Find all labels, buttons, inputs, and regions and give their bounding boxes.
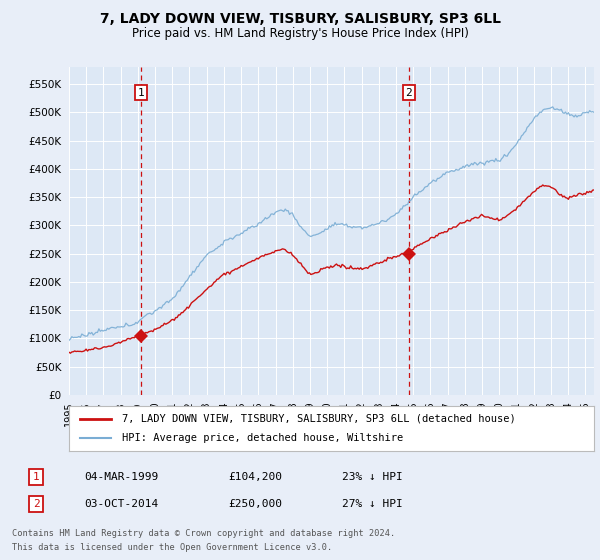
Text: 27% ↓ HPI: 27% ↓ HPI [342,499,403,509]
Text: HPI: Average price, detached house, Wiltshire: HPI: Average price, detached house, Wilt… [121,433,403,444]
Text: This data is licensed under the Open Government Licence v3.0.: This data is licensed under the Open Gov… [12,543,332,552]
Text: 2: 2 [32,499,40,509]
Text: Price paid vs. HM Land Registry's House Price Index (HPI): Price paid vs. HM Land Registry's House … [131,27,469,40]
Text: 2: 2 [406,87,412,97]
Text: 1: 1 [137,87,144,97]
Text: 03-OCT-2014: 03-OCT-2014 [84,499,158,509]
Text: 1: 1 [32,472,40,482]
Text: 23% ↓ HPI: 23% ↓ HPI [342,472,403,482]
Text: 04-MAR-1999: 04-MAR-1999 [84,472,158,482]
Text: Contains HM Land Registry data © Crown copyright and database right 2024.: Contains HM Land Registry data © Crown c… [12,529,395,538]
Text: £104,200: £104,200 [228,472,282,482]
Text: £250,000: £250,000 [228,499,282,509]
Text: 7, LADY DOWN VIEW, TISBURY, SALISBURY, SP3 6LL: 7, LADY DOWN VIEW, TISBURY, SALISBURY, S… [100,12,500,26]
Text: 7, LADY DOWN VIEW, TISBURY, SALISBURY, SP3 6LL (detached house): 7, LADY DOWN VIEW, TISBURY, SALISBURY, S… [121,413,515,423]
